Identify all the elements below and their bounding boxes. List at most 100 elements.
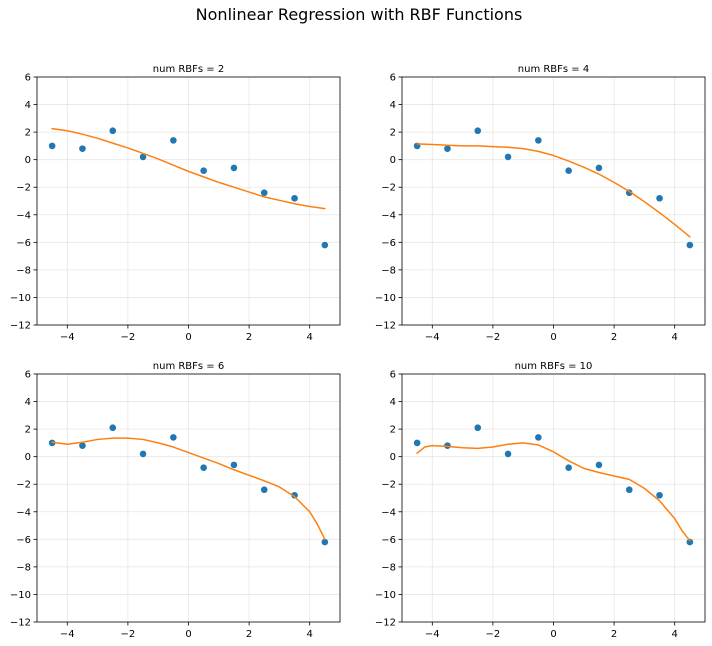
plot-area [37, 77, 340, 325]
y-tick-label: 6 [390, 73, 396, 84]
y-tick-label: 2 [25, 425, 31, 436]
y-tick-label: 4 [25, 100, 31, 111]
y-tick-label: −2 [16, 480, 31, 491]
subplot-title: num RBFs = 2 [153, 64, 224, 75]
y-tick-label: 2 [390, 128, 396, 139]
y-tick-label: 6 [25, 73, 31, 84]
y-tick-label: −8 [16, 562, 31, 573]
rbf-fit-curve [416, 143, 691, 238]
data-point [260, 486, 268, 494]
data-point [595, 164, 603, 172]
subplot-title: num RBFs = 6 [153, 361, 224, 372]
data-point [170, 137, 177, 144]
y-tick-label: −8 [16, 265, 31, 276]
y-tick-label: −6 [16, 238, 31, 249]
subplot-3: −4 −2 0 2 4 −12 −10 −8 −6 −4 −2 0 2 4 6 num RBFs = 6 [10, 361, 341, 640]
x-tick-label: 0 [550, 629, 556, 640]
figure-title: Nonlinear Regression with RBF Functions [196, 5, 523, 24]
x-tick-label: −4 [425, 629, 440, 640]
data-point [656, 194, 663, 202]
data-point [474, 424, 482, 432]
x-tick-label: −4 [60, 629, 75, 640]
y-tick-label: −4 [381, 210, 396, 221]
y-tick-label: 0 [390, 452, 396, 463]
x-tick-label: −4 [425, 332, 440, 343]
y-tick-label: −10 [375, 590, 396, 601]
x-tick-label: 4 [672, 629, 678, 640]
data-point [565, 167, 572, 174]
y-tick-label: −6 [381, 535, 396, 546]
y-tick-label: −2 [381, 480, 396, 491]
subplot-4: −4 −2 0 2 4 −12 −10 −8 −6 −4 −2 0 2 4 6 num RBFs = 10 [375, 361, 706, 640]
data-point [230, 164, 238, 172]
data-point [79, 442, 86, 449]
data-point [321, 538, 329, 546]
y-tick-label: 4 [390, 100, 396, 111]
y-tick-label: −8 [381, 265, 396, 276]
data-point [170, 434, 177, 441]
y-tick-label: 0 [390, 155, 396, 166]
y-tick-label: −4 [16, 210, 31, 221]
data-point [109, 424, 117, 432]
data-point [200, 167, 207, 174]
x-tick-label: −2 [486, 629, 501, 640]
y-tick-label: 2 [25, 128, 31, 139]
data-point [595, 461, 603, 469]
subplot-1: −4 −2 0 2 4 −12 −10 −8 −6 −4 −2 0 2 4 6 num RBFs = 2 [10, 64, 341, 343]
y-tick-label: −10 [10, 293, 31, 304]
data-point [79, 145, 86, 152]
x-tick-label: 0 [185, 629, 191, 640]
x-tick-label: 0 [550, 332, 556, 343]
y-tick-label: −6 [16, 535, 31, 546]
data-point [535, 137, 542, 144]
plot-area [402, 77, 705, 325]
y-tick-label: 6 [25, 370, 31, 381]
plot-area [402, 374, 705, 622]
rbf-fit-curve [416, 442, 691, 542]
x-tick-label: −2 [486, 332, 501, 343]
data-point [504, 153, 512, 161]
data-point [474, 127, 482, 135]
data-point [535, 434, 542, 441]
data-point [625, 486, 633, 494]
data-point [413, 439, 421, 447]
subplot-2: −4 −2 0 2 4 −12 −10 −8 −6 −4 −2 0 2 4 6 num RBFs = 4 [375, 64, 706, 343]
y-tick-label: −12 [375, 321, 396, 332]
x-tick-label: 4 [307, 629, 313, 640]
subplot-grid: −4 −2 0 2 4 −12 −10 −8 −6 −4 −2 0 2 4 6 num RBFs = 2 −4 −… [10, 64, 706, 640]
x-tick-label: 2 [611, 332, 617, 343]
x-tick-label: 4 [672, 332, 678, 343]
data-point [260, 189, 268, 197]
y-tick-label: 4 [390, 397, 396, 408]
x-tick-label: −4 [60, 332, 75, 343]
y-tick-label: −6 [381, 238, 396, 249]
y-tick-label: −4 [381, 507, 396, 518]
x-tick-label: 2 [246, 332, 252, 343]
data-point [291, 194, 298, 202]
y-tick-label: 6 [390, 370, 396, 381]
y-tick-label: −2 [381, 183, 396, 194]
rbf-fit-curve [51, 127, 326, 210]
data-point [200, 464, 207, 471]
x-tick-label: −2 [121, 332, 136, 343]
rbf-fit-curve [51, 437, 326, 541]
y-tick-label: −10 [10, 590, 31, 601]
data-point [656, 491, 663, 499]
y-tick-label: −12 [375, 618, 396, 629]
y-tick-label: −12 [10, 618, 31, 629]
y-tick-label: −12 [10, 321, 31, 332]
data-point [444, 145, 451, 152]
data-point [565, 464, 572, 471]
data-point [321, 241, 329, 249]
data-point [139, 450, 147, 458]
data-point [686, 241, 694, 249]
x-tick-label: −2 [121, 629, 136, 640]
x-tick-label: 4 [307, 332, 313, 343]
data-point [139, 153, 147, 161]
data-point [48, 142, 56, 150]
subplot-title: num RBFs = 4 [518, 64, 589, 75]
data-point [291, 491, 298, 499]
y-tick-label: 4 [25, 397, 31, 408]
plot-area [37, 374, 340, 622]
